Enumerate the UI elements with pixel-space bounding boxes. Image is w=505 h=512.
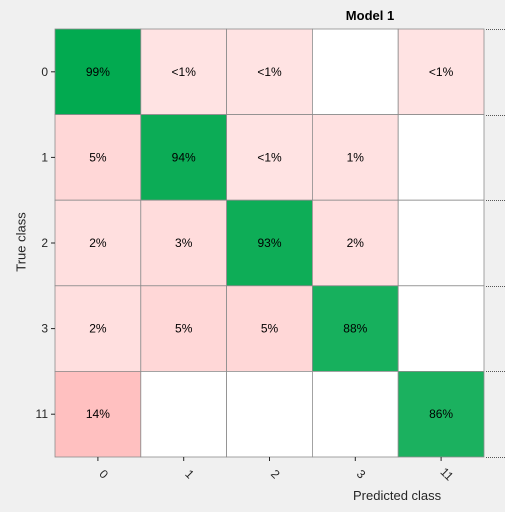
- matrix-cell-2-3: [311, 199, 399, 287]
- matrix-cell-0-0: [54, 28, 142, 115]
- chart-title: Model 1: [345, 8, 395, 23]
- matrix-cell-0-4: [397, 28, 485, 115]
- matrix-cell-1-0: [54, 114, 142, 201]
- cell-label-2-0: 2%: [89, 236, 107, 250]
- x-tick-label-4: 11: [438, 465, 457, 484]
- y-tick-label-2: 2: [41, 236, 48, 250]
- cell-label-3-0: 2%: [89, 322, 107, 336]
- row-summary-marker-4: [486, 371, 505, 372]
- cell-label-0-2: <1%: [257, 65, 282, 79]
- x-tick-label-1: 1: [182, 467, 197, 482]
- matrix-cell-2-2: [226, 199, 313, 287]
- matrix-cell-1-1: [140, 114, 228, 201]
- cell-label-0-0: 99%: [86, 65, 110, 79]
- cell-label-3-2: 5%: [261, 322, 279, 336]
- matrix-cell-4-3: [311, 370, 399, 458]
- row-summary-marker-3: [486, 286, 505, 287]
- matrix-cell-4-2: [226, 370, 313, 458]
- matrix-cell-0-2: [226, 28, 313, 115]
- matrix-cell-4-4: [397, 370, 485, 458]
- x-axis-label: Predicted class: [353, 488, 442, 503]
- row-summary-marker-1: [486, 115, 505, 116]
- cell-label-0-1: <1%: [172, 65, 197, 79]
- matrix-cell-2-1: [140, 199, 228, 287]
- y-tick-label-0: 0: [41, 65, 48, 79]
- matrix-cell-3-0: [54, 285, 142, 372]
- cell-label-1-3: 1%: [347, 150, 365, 164]
- matrix-cell-0-3: [311, 28, 399, 115]
- matrix-cell-3-1: [140, 285, 228, 372]
- y-tick-label-1: 1: [41, 150, 48, 164]
- cell-label-4-0: 14%: [86, 407, 110, 421]
- cell-label-4-4: 86%: [429, 407, 453, 421]
- matrix-cell-2-0: [54, 199, 142, 287]
- cell-label-1-1: 94%: [172, 150, 196, 164]
- cell-label-3-1: 5%: [175, 322, 193, 336]
- x-tick-label-3: 3: [354, 467, 369, 482]
- matrix-cell-3-3: [311, 285, 399, 372]
- x-tick-label-0: 0: [96, 467, 111, 482]
- row-summary-marker-0: [486, 29, 505, 30]
- matrix-cell-4-1: [140, 370, 228, 458]
- matrix-cell-2-4: [397, 199, 485, 287]
- y-tick-label-3: 3: [41, 322, 48, 336]
- matrix-cell-1-2: [226, 114, 313, 201]
- cell-label-1-2: <1%: [257, 150, 282, 164]
- matrix-cell-3-4: [397, 285, 485, 372]
- row-summary-marker-2: [486, 200, 505, 201]
- matrix-cell-1-4: [397, 114, 485, 201]
- cell-label-1-0: 5%: [89, 150, 107, 164]
- row-summary-marker-5: [486, 457, 505, 458]
- cell-label-3-3: 88%: [343, 322, 367, 336]
- cell-label-2-2: 93%: [257, 236, 281, 250]
- cell-label-0-4: <1%: [429, 65, 454, 79]
- cell-label-2-1: 3%: [175, 236, 193, 250]
- y-tick-label-4: 11: [36, 407, 49, 421]
- cell-label-2-3: 2%: [347, 236, 365, 250]
- x-tick-label-2: 2: [268, 467, 283, 482]
